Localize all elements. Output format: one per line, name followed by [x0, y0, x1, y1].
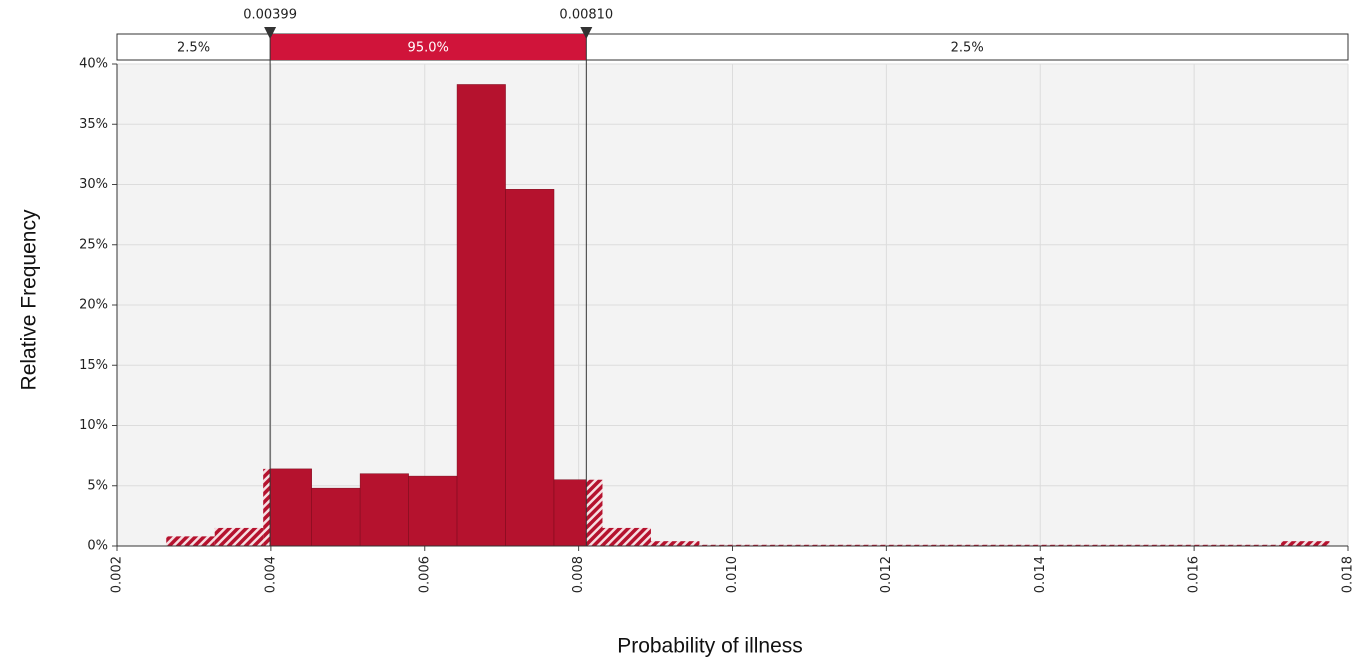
x-tick-label: 0.006 [417, 556, 432, 593]
y-axis-title: Relative Frequency [18, 209, 41, 390]
band-label: 95.0% [408, 41, 449, 56]
x-tick-label: 0.004 [263, 556, 278, 593]
y-tick-label: 5% [87, 478, 108, 493]
x-axis-title: Probability of illness [617, 635, 803, 658]
bar-tail [1135, 544, 1185, 546]
bar-tail [586, 479, 603, 546]
bar [505, 189, 555, 547]
bar-tail [602, 527, 651, 546]
bar-tail [796, 544, 845, 546]
bar-tail [650, 541, 700, 546]
y-tick-label: 20% [79, 298, 108, 313]
band-label: 2.5% [951, 41, 984, 56]
bar-tail [166, 536, 215, 546]
bar-tail [844, 544, 894, 546]
y-tick-label: 40% [79, 57, 108, 72]
x-tick-label: 0.002 [110, 556, 125, 593]
y-tick-label: 35% [79, 117, 108, 132]
x-tick-label: 0.016 [1187, 556, 1202, 593]
x-tick-label: 0.012 [879, 556, 894, 593]
bar [408, 475, 458, 547]
x-tick-label: 0.014 [1033, 556, 1048, 593]
y-tick-label: 15% [79, 358, 108, 373]
bar-tail [941, 544, 991, 546]
x-tick-label: 0.010 [725, 556, 740, 593]
bar-tail [1281, 541, 1330, 546]
bar-tail [1087, 544, 1136, 546]
bar-tail [1038, 544, 1088, 546]
bar-tail [990, 544, 1039, 546]
delimiter-label: 0.00810 [559, 8, 613, 23]
bar-tail [893, 544, 942, 546]
bar-tail [1232, 544, 1282, 546]
bar [456, 84, 506, 547]
delimiter-handle [264, 27, 277, 39]
band-label: 2.5% [177, 41, 210, 56]
bar [311, 487, 361, 547]
x-tick-label: 0.008 [571, 556, 586, 593]
delimiter-handle [580, 27, 593, 39]
bar [553, 479, 587, 547]
delimiter-label: 0.00399 [243, 8, 297, 23]
band-middle [270, 34, 587, 60]
bar-tail [214, 527, 264, 546]
bar-tail [747, 544, 797, 546]
x-tick-label: 0.018 [1341, 556, 1356, 593]
y-tick-label: 0% [87, 539, 108, 554]
bar-tail [699, 544, 748, 546]
y-tick-label: 25% [79, 237, 108, 252]
bar-tail [263, 468, 271, 546]
bar [359, 473, 409, 547]
y-tick-label: 30% [79, 177, 108, 192]
bar-tail [1184, 544, 1233, 546]
bar [269, 468, 312, 547]
y-tick-label: 10% [79, 418, 108, 433]
